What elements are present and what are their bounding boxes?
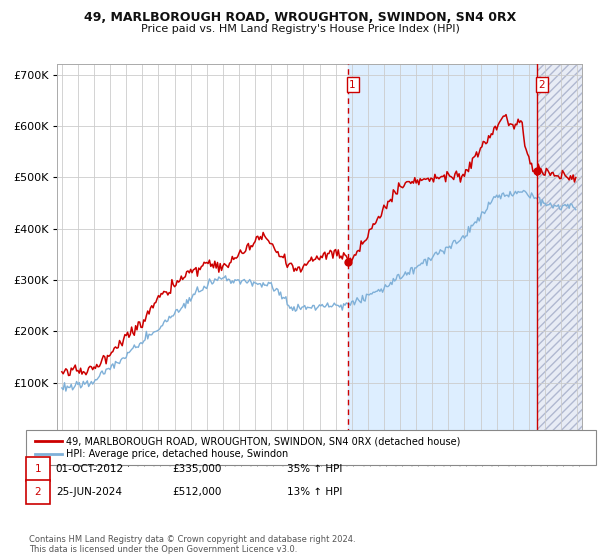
Text: 2: 2 xyxy=(34,487,41,497)
Bar xyxy=(537,64,582,434)
Text: 01-OCT-2012: 01-OCT-2012 xyxy=(56,464,124,474)
Text: Contains HM Land Registry data © Crown copyright and database right 2024.
This d: Contains HM Land Registry data © Crown c… xyxy=(29,535,355,554)
Text: £335,000: £335,000 xyxy=(173,464,222,474)
Text: £512,000: £512,000 xyxy=(173,487,222,497)
Text: 13% ↑ HPI: 13% ↑ HPI xyxy=(287,487,342,497)
Bar xyxy=(347,64,537,434)
Text: 35% ↑ HPI: 35% ↑ HPI xyxy=(287,464,342,474)
Text: 1: 1 xyxy=(34,464,41,474)
Text: 2: 2 xyxy=(539,80,545,90)
Text: 49, MARLBOROUGH ROAD, WROUGHTON, SWINDON, SN4 0RX: 49, MARLBOROUGH ROAD, WROUGHTON, SWINDON… xyxy=(84,11,516,24)
Text: 1: 1 xyxy=(349,80,356,90)
Text: HPI: Average price, detached house, Swindon: HPI: Average price, detached house, Swin… xyxy=(66,449,288,459)
Text: 25-JUN-2024: 25-JUN-2024 xyxy=(56,487,122,497)
Text: 49, MARLBOROUGH ROAD, WROUGHTON, SWINDON, SN4 0RX (detached house): 49, MARLBOROUGH ROAD, WROUGHTON, SWINDON… xyxy=(66,436,460,446)
Text: Price paid vs. HM Land Registry's House Price Index (HPI): Price paid vs. HM Land Registry's House … xyxy=(140,24,460,34)
